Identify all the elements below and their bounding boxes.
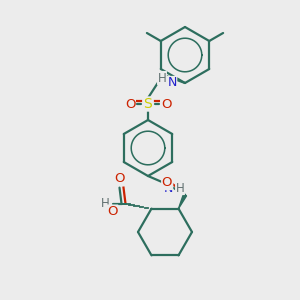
Text: O: O bbox=[161, 98, 171, 110]
Text: H: H bbox=[158, 71, 166, 85]
Text: H: H bbox=[101, 197, 110, 210]
Text: H: H bbox=[176, 182, 184, 194]
Text: O: O bbox=[125, 98, 135, 110]
Text: O: O bbox=[114, 172, 125, 185]
Polygon shape bbox=[178, 194, 187, 208]
Text: O: O bbox=[162, 176, 172, 190]
Text: O: O bbox=[107, 205, 118, 218]
Text: N: N bbox=[167, 76, 177, 89]
Text: N: N bbox=[163, 182, 173, 194]
Text: S: S bbox=[144, 97, 152, 111]
